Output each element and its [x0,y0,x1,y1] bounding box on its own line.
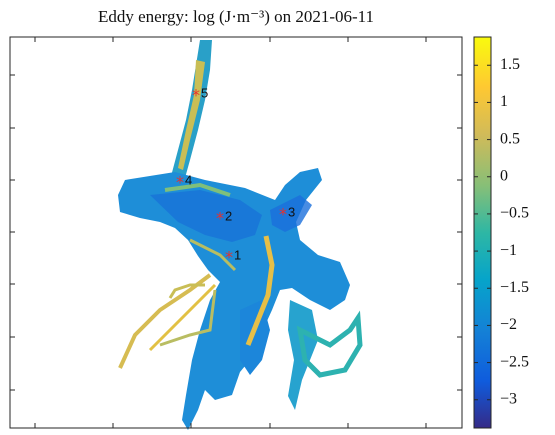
station-marker: * [192,86,200,105]
chart: Eddy energy: log (J·m⁻³) on 2021-06-11 *… [0,0,555,435]
colorbar-tick-label: 1 [500,93,508,110]
station-marker: * [225,248,233,267]
station-label: 2 [225,208,232,223]
colorbar-tick-label: 1.5 [500,56,520,73]
colorbar-tick-label: 0 [500,167,508,184]
colorbar-tick-label: −2 [500,316,517,333]
colorbar-tick-label: −3 [500,390,517,407]
station-label: 3 [288,204,295,219]
station-label: 5 [201,85,208,100]
chart-title: Eddy energy: log (J·m⁻³) on 2021-06-11 [98,7,374,26]
map-area [118,40,360,430]
station-marker: * [216,209,224,228]
colorbar [474,37,491,428]
colorbar-tick-label: −1 [500,242,517,259]
colorbar-tick-label: −1.5 [500,279,529,296]
station-label: 4 [185,172,192,187]
colorbar-tick-label: −0.5 [500,205,529,222]
station-marker: * [176,173,184,192]
colorbar-tick-label: −2.5 [500,353,529,370]
station-label: 1 [234,247,241,262]
station-marker: * [279,205,287,224]
colorbar-tick-label: 0.5 [500,130,520,147]
